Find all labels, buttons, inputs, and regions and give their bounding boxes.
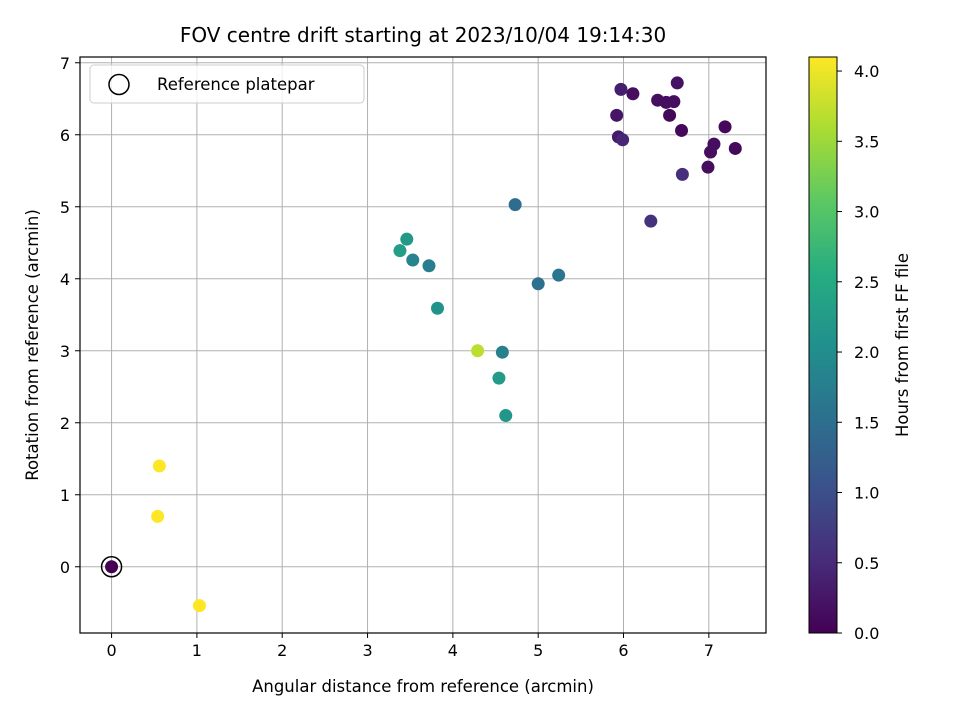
chart-title: FOV centre drift starting at 2023/10/04 …	[180, 23, 666, 47]
data-point	[644, 214, 658, 228]
legend-entry: Reference platepar	[157, 75, 315, 94]
data-point	[508, 198, 522, 212]
x-tick-label: 5	[533, 641, 543, 660]
data-point	[152, 459, 166, 473]
plot-frame	[79, 56, 767, 634]
x-tick-label: 0	[106, 641, 116, 660]
y-axis-ticks: 0 1 2 3 4 5 6 7	[60, 54, 80, 577]
data-point	[105, 560, 119, 574]
x-tick-label: 7	[704, 641, 714, 660]
data-point	[610, 108, 624, 122]
data-point	[406, 253, 420, 267]
y-tick-label: 6	[60, 126, 70, 145]
data-point	[431, 301, 445, 315]
data-point	[192, 599, 206, 613]
data-point	[393, 244, 407, 258]
data-point	[400, 232, 414, 246]
y-tick-label: 0	[60, 558, 70, 577]
data-point	[728, 141, 742, 155]
y-tick-label: 1	[60, 486, 70, 505]
data-point	[614, 82, 628, 96]
data-point	[492, 371, 506, 385]
x-tick-label: 4	[448, 641, 458, 660]
reference-marker	[100, 556, 123, 578]
data-point	[670, 76, 684, 90]
x-tick-label: 3	[362, 641, 372, 660]
data-point	[704, 145, 718, 159]
legend-box	[89, 64, 365, 104]
data-point	[701, 160, 715, 174]
colorbar-tick-label: 1.0	[854, 484, 879, 503]
colorbar-tick-label: 2.5	[854, 273, 879, 292]
data-point	[675, 167, 689, 181]
x-axis-ticks: 0 1 2 3 4 5 6 7	[106, 633, 714, 660]
colorbar-label: Hours from first FF file	[893, 253, 912, 437]
data-point	[616, 133, 630, 147]
colorbar-ticks: 0.0 0.5 1.0 1.5 2.0 2.5 3.0 3.5 4.0	[837, 62, 879, 643]
legend-marker	[108, 73, 130, 96]
data-point	[675, 123, 689, 137]
y-tick-label: 7	[60, 54, 70, 73]
data-point	[718, 120, 732, 134]
colorbar-tick-label: 3.0	[854, 203, 879, 222]
data-point	[471, 344, 485, 358]
colorbar-tick-label: 0.0	[854, 624, 879, 643]
x-tick-label: 2	[277, 641, 287, 660]
data-point	[499, 409, 513, 423]
data-point	[626, 87, 640, 101]
legend: Reference platepar	[89, 64, 365, 104]
x-tick-label: 6	[618, 641, 628, 660]
x-tick-label: 1	[192, 641, 202, 660]
y-tick-label: 4	[60, 270, 70, 289]
data-points	[100, 76, 742, 613]
colorbar-tick-label: 2.0	[854, 343, 879, 362]
data-point	[531, 277, 545, 291]
data-point	[495, 345, 509, 359]
x-axis-title: Angular distance from reference (arcmin)	[252, 677, 594, 696]
data-point	[552, 268, 566, 282]
data-point	[151, 509, 165, 523]
colorbar-tick-label: 0.5	[854, 554, 879, 573]
colorbar-tick-label: 4.0	[854, 62, 879, 81]
colorbar-tick-label: 3.5	[854, 132, 879, 151]
data-point	[667, 95, 681, 109]
y-tick-label: 5	[60, 198, 70, 217]
y-tick-label: 3	[60, 342, 70, 361]
colorbar-tick-label: 1.5	[854, 413, 879, 432]
colorbar	[808, 56, 838, 634]
data-point	[663, 108, 677, 122]
data-point	[422, 259, 436, 273]
y-axis-title: Rotation from reference (arcmin)	[23, 209, 42, 481]
y-tick-label: 2	[60, 414, 70, 433]
